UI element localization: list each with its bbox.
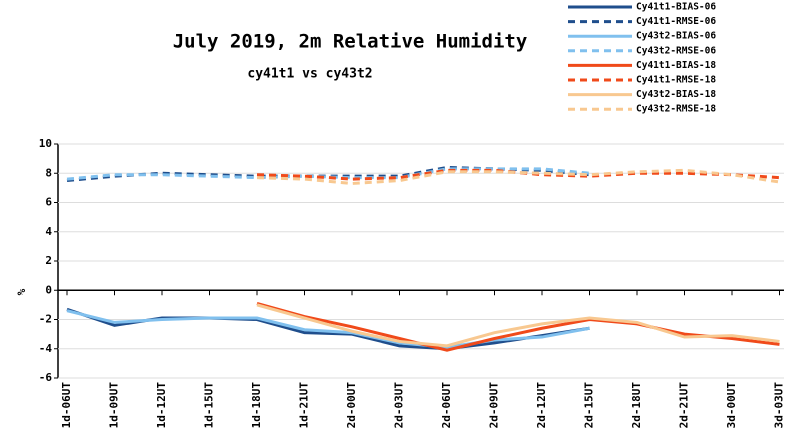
y-tick-label: 2 xyxy=(45,254,52,267)
y-axis-label: % xyxy=(15,288,28,295)
y-tick-label: -6 xyxy=(39,371,53,384)
chart-title: July 2019, 2m Relative Humidity xyxy=(173,31,528,53)
x-tick-label: 2d-09UT xyxy=(488,382,501,429)
x-tick-label: 1d-06UT xyxy=(60,382,73,429)
legend-label: Cy41t1-RMSE-06 xyxy=(636,16,716,27)
x-tick-label: 1d-09UT xyxy=(108,382,121,429)
series-line xyxy=(256,301,780,352)
x-tick-label: 2d-21UT xyxy=(678,382,691,429)
x-tick-label: 3d-03UT xyxy=(773,382,785,429)
series-line xyxy=(256,168,780,185)
legend-label: Cy43t2-BIAS-06 xyxy=(636,31,716,42)
y-tick-label: 6 xyxy=(45,196,52,209)
series-line xyxy=(66,167,590,181)
x-tick-label: 2d-00UT xyxy=(345,382,358,429)
legend-label: Cy41t1-RMSE-18 xyxy=(636,75,716,86)
series-line xyxy=(66,309,590,349)
y-tick-label: 10 xyxy=(39,137,52,150)
x-tick-label: 1d-18UT xyxy=(250,382,263,429)
y-tick-label: 8 xyxy=(45,166,52,179)
x-tick-label: 1d-15UT xyxy=(203,382,216,429)
series-line xyxy=(256,303,780,348)
y-tick-label: -4 xyxy=(39,342,53,355)
y-tick-label: 4 xyxy=(45,225,52,238)
x-tick-label: 2d-12UT xyxy=(535,382,548,429)
y-tick-label: -2 xyxy=(39,313,52,326)
legend-label: Cy41t1-BIAS-18 xyxy=(636,60,716,71)
legend-label: Cy43t2-RMSE-18 xyxy=(636,104,716,115)
x-tick-label: 2d-06UT xyxy=(440,382,453,429)
chart-subtitle: cy41t1 vs cy43t2 xyxy=(247,67,372,82)
y-tick-label: 0 xyxy=(45,283,52,296)
x-tick-label: 2d-18UT xyxy=(630,382,643,429)
x-tick-label: 3d-00UT xyxy=(725,382,738,429)
x-tick-label: 1d-12UT xyxy=(155,382,168,429)
x-tick-label: 2d-15UT xyxy=(583,382,596,429)
legend-label: Cy41t1-BIAS-06 xyxy=(636,2,716,13)
legend-label: Cy43t2-BIAS-18 xyxy=(636,89,716,100)
x-tick-label: 2d-03UT xyxy=(393,382,406,429)
legend-label: Cy43t2-RMSE-06 xyxy=(636,45,716,56)
x-tick-label: 1d-21UT xyxy=(298,382,311,429)
series-line xyxy=(256,168,780,181)
